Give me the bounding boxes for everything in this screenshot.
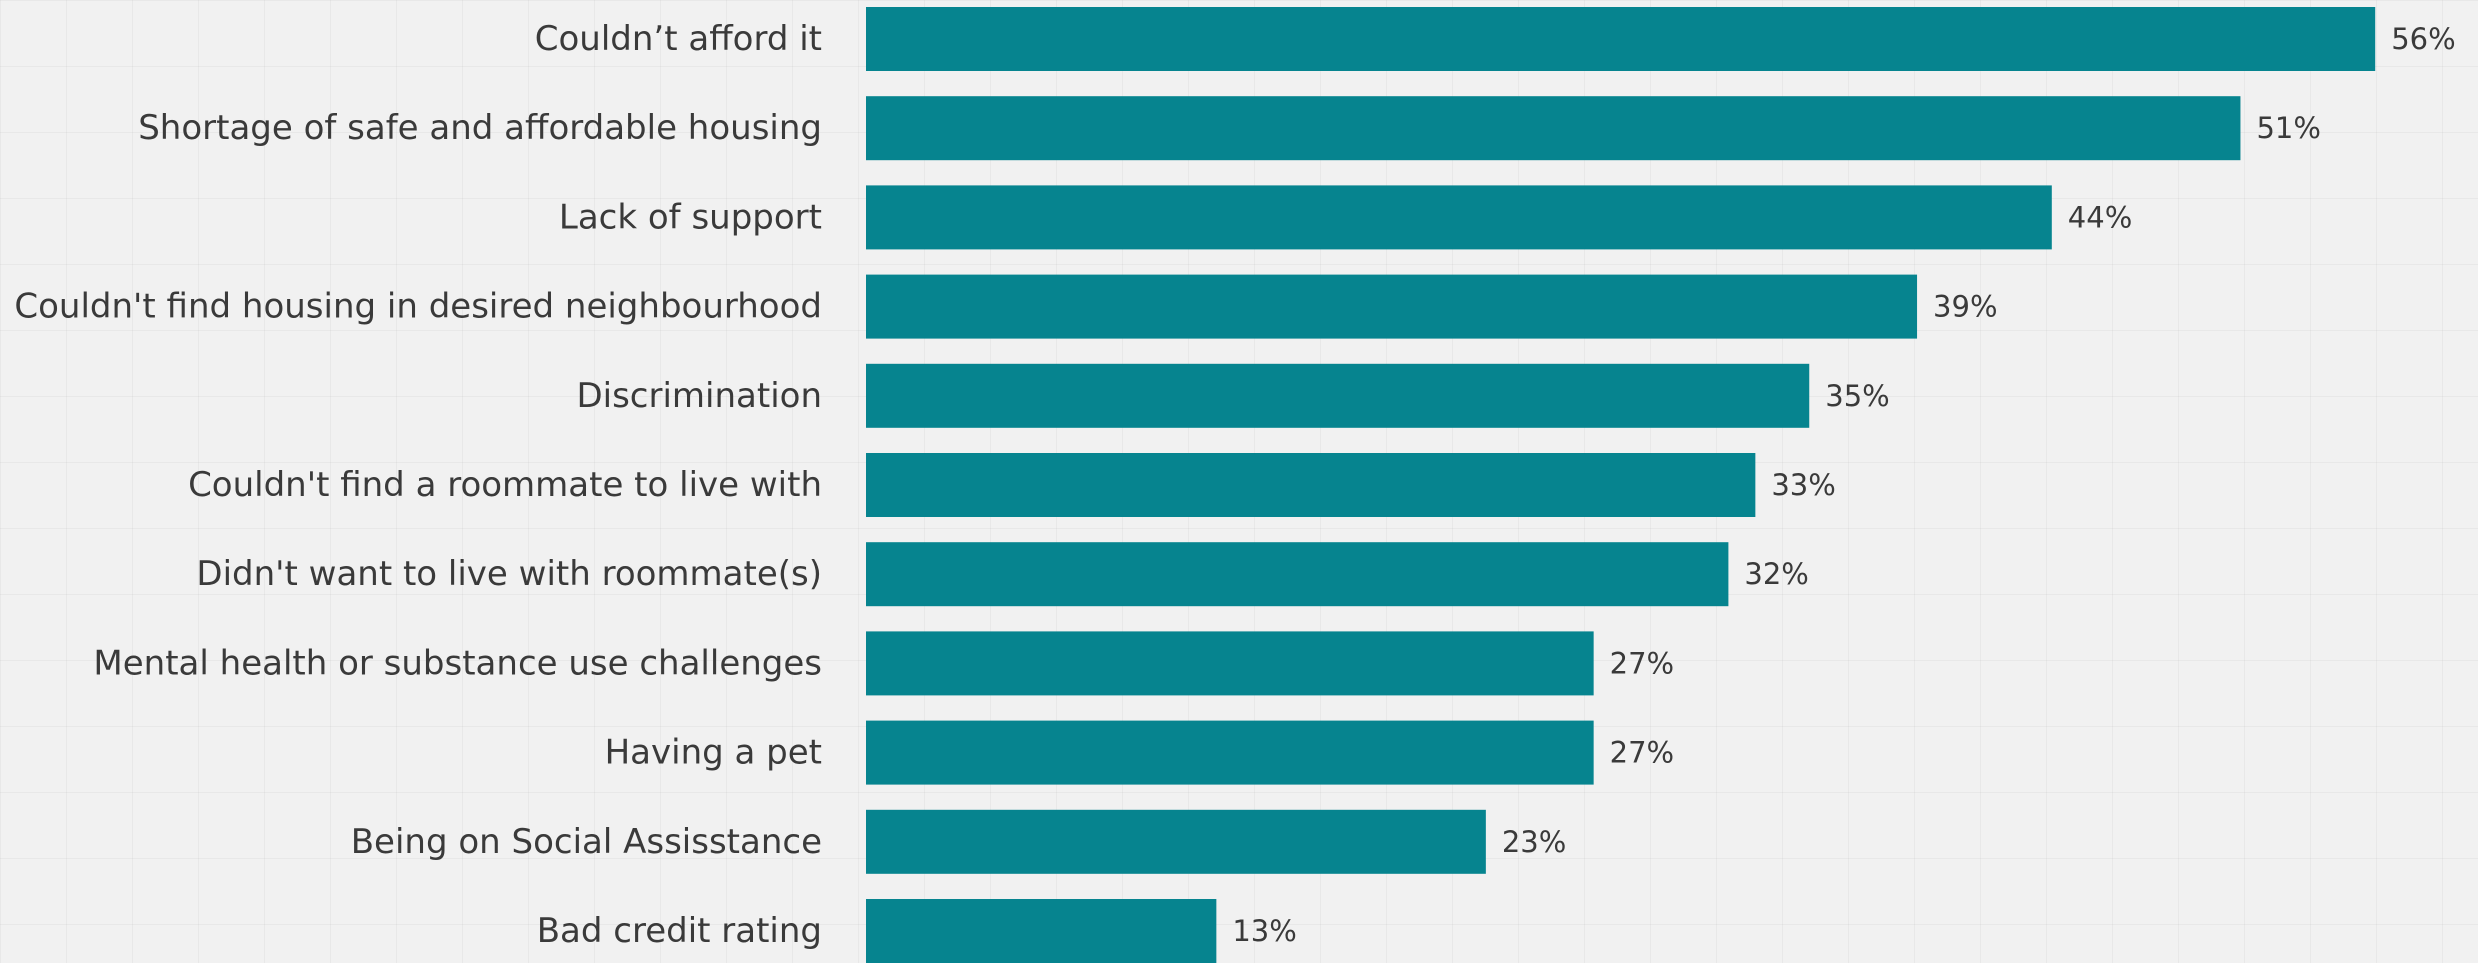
category-label: Being on Social Assisstance xyxy=(351,822,822,862)
value-label: 23% xyxy=(1502,825,1566,859)
value-label: 33% xyxy=(1771,468,1835,502)
value-labels-group: 56% 51% 44% 39% 35% 33% 32% 27% 27% 23% 13% xyxy=(1232,22,2455,948)
value-label: 35% xyxy=(1825,379,1889,413)
bar xyxy=(866,274,1918,339)
bar xyxy=(866,96,2241,161)
category-label: Couldn’t afford it xyxy=(535,19,822,59)
bar xyxy=(866,631,1594,696)
category-label: Couldn't find a roommate to live with xyxy=(188,465,822,505)
bar xyxy=(866,185,2052,250)
value-label: 27% xyxy=(1610,646,1674,680)
bar xyxy=(866,809,1486,874)
category-label: Bad credit rating xyxy=(537,911,822,951)
value-label: 44% xyxy=(2068,200,2132,234)
bar xyxy=(866,453,1756,517)
value-label: 56% xyxy=(2391,22,2455,56)
category-label: Couldn't find housing in desired neighbo… xyxy=(14,287,822,327)
category-label: Shortage of safe and affordable housing xyxy=(138,108,822,148)
bar xyxy=(866,720,1594,785)
category-label: Lack of support xyxy=(559,197,822,237)
category-label: Discrimination xyxy=(576,376,822,416)
bar xyxy=(866,7,2376,71)
category-labels-group: Couldn’t afford it Shortage of safe and a… xyxy=(14,19,822,951)
bar xyxy=(866,363,1810,428)
bars-group xyxy=(866,7,2376,963)
category-label: Mental health or substance use challenge… xyxy=(93,643,822,683)
value-label: 27% xyxy=(1610,736,1674,770)
value-label: 51% xyxy=(2256,111,2320,145)
category-label: Didn't want to live with roommate(s) xyxy=(196,554,822,594)
value-label: 39% xyxy=(1933,290,1997,324)
category-label: Having a pet xyxy=(605,733,822,773)
value-label: 32% xyxy=(1744,557,1808,591)
value-label: 13% xyxy=(1232,914,1296,948)
bar xyxy=(866,542,1729,607)
bar xyxy=(866,899,1217,963)
